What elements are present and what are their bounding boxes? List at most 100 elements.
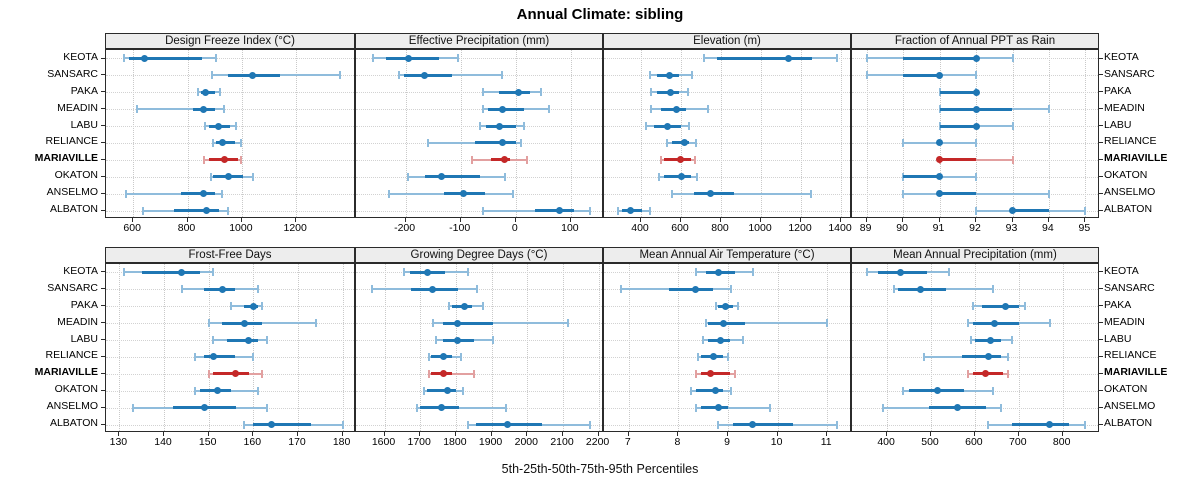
whisker-cap-right <box>1011 122 1014 130</box>
median-dot <box>200 105 208 113</box>
whisker-line <box>432 322 569 325</box>
row-tick-left <box>101 57 105 59</box>
median-dot <box>429 285 437 293</box>
iqr-bar <box>961 355 1002 359</box>
median-dot <box>709 353 717 361</box>
whisker-cap-left <box>969 336 972 344</box>
median-dot <box>1046 421 1053 428</box>
gridline-v <box>1048 50 1050 217</box>
station-label-left: KEOTA <box>63 264 98 277</box>
whisker-cap-right <box>261 302 264 311</box>
row-tick-left <box>101 141 105 143</box>
x-tick <box>454 432 456 436</box>
whisker-cap-right <box>836 54 838 63</box>
whisker-cap-right <box>688 122 690 130</box>
whisker-cap-left <box>892 285 895 294</box>
x-tick <box>1011 218 1013 222</box>
whisker-cap-right <box>1006 352 1009 361</box>
station-label-right: LABU <box>1104 118 1132 131</box>
row-tick-right <box>1099 372 1103 374</box>
whisker-cap-right <box>947 268 950 277</box>
whisker-cap-left <box>207 369 210 378</box>
panel-plot <box>851 49 1099 218</box>
gridline-v <box>241 50 243 217</box>
whisker-cap-right <box>220 189 223 198</box>
median-dot <box>672 105 680 113</box>
whisker-cap-right <box>736 302 739 311</box>
median-dot <box>504 421 512 428</box>
whisker-cap-right <box>265 403 268 412</box>
median-dot <box>712 387 720 395</box>
iqr-bar <box>424 175 480 179</box>
median-dot <box>498 105 506 113</box>
gridline-v <box>903 50 905 217</box>
whisker-cap-right <box>239 155 242 164</box>
x-tick <box>800 218 801 222</box>
station-label-right: SANSARC <box>1104 281 1155 294</box>
row-tick-right <box>1099 141 1103 143</box>
gridline-v <box>841 50 842 217</box>
gridline-v <box>405 50 407 217</box>
x-tick-label: 600 <box>965 436 983 448</box>
row-guide <box>356 210 602 212</box>
x-tick <box>938 218 940 222</box>
gridline-v <box>527 264 529 431</box>
row-tick-right <box>1099 322 1103 324</box>
whisker-cap-right <box>1006 369 1009 378</box>
median-dot <box>719 319 727 327</box>
row-tick-left <box>101 406 105 408</box>
row-tick-right <box>1099 74 1103 76</box>
station-label-right: MARIAVILLE <box>1104 366 1168 379</box>
whisker-cap-right <box>729 285 732 294</box>
whisker-cap-left <box>428 352 431 361</box>
median-dot <box>984 353 992 361</box>
station-label-left: LABU <box>70 118 98 131</box>
median-dot <box>692 285 700 293</box>
whisker-cap-left <box>209 172 212 181</box>
whisker-cap-left <box>122 268 125 277</box>
row-tick-right <box>1099 389 1103 391</box>
gridline-v <box>570 50 572 217</box>
whisker-line <box>126 192 222 195</box>
gridline-v <box>974 264 976 431</box>
x-tick <box>680 218 681 222</box>
station-label-right: ANSELMO <box>1104 186 1156 199</box>
iqr-bar <box>1012 209 1049 212</box>
x-tick <box>973 432 975 436</box>
whisker-cap-right <box>694 155 696 164</box>
median-dot <box>1002 302 1010 310</box>
whisker-cap-left <box>479 122 481 130</box>
iqr-bar <box>695 389 724 393</box>
whisker-cap-right <box>472 369 475 378</box>
gridline-v <box>641 50 642 217</box>
x-tick <box>383 432 385 436</box>
whisker-cap-left <box>666 138 668 147</box>
row-guide <box>106 92 354 94</box>
strip-label: Mean Annual Precipitation (mm) <box>893 249 1057 261</box>
row-tick-right <box>1099 271 1103 273</box>
row-guide <box>356 289 602 291</box>
median-dot <box>218 285 226 293</box>
whisker-cap-left <box>658 172 660 181</box>
strip-label: Design Freeze Index (°C) <box>165 35 295 47</box>
whisker-cap-right <box>729 386 732 395</box>
whisker-cap-right <box>539 88 542 97</box>
median-dot <box>232 370 239 378</box>
x-tick <box>252 432 254 436</box>
whisker-cap-left <box>697 352 700 361</box>
x-tick-label: 1000 <box>229 222 253 234</box>
iqr-bar <box>535 209 574 212</box>
row-guide <box>106 109 354 111</box>
gridline-v <box>681 50 682 217</box>
median-dot <box>460 190 467 198</box>
whisker-cap-right <box>1011 155 1014 164</box>
iqr-bar <box>694 192 734 196</box>
iqr-bar <box>474 141 516 145</box>
iqr-bar <box>226 338 258 342</box>
x-tick <box>727 432 728 436</box>
median-dot <box>916 285 924 293</box>
whisker-cap-right <box>810 189 812 198</box>
row-guide <box>852 424 1098 426</box>
median-dot <box>680 139 688 147</box>
whisker-cap-left <box>703 54 705 63</box>
